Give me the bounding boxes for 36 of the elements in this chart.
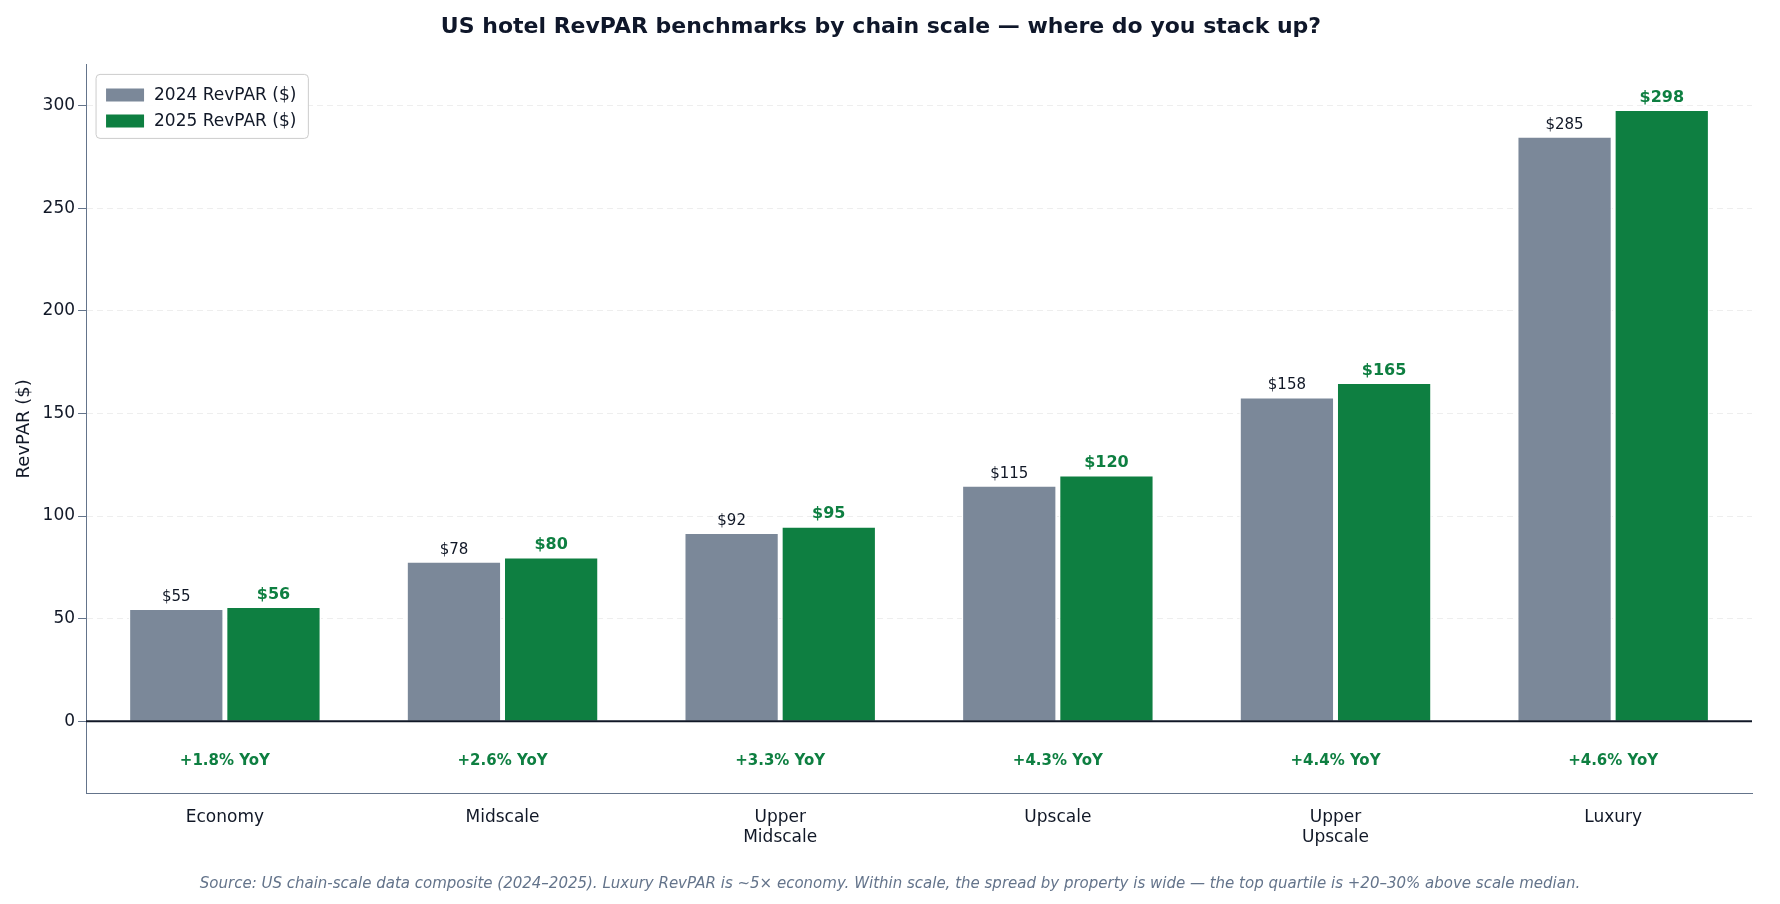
data-label: $78 bbox=[439, 539, 469, 558]
source-note: Source: US chain-scale data composite (2024–2025). Luxury RevPAR is ~5× economy. Within scale, the spread by property is wide — the top quartile is +20–30% above scale median. bbox=[199, 874, 1581, 893]
annotation: +4.4% YoY bbox=[1290, 751, 1382, 770]
legend-label: 2024 RevPAR ($) bbox=[154, 83, 297, 104]
annotation: +1.8% YoY bbox=[179, 751, 272, 770]
data-label: $285 bbox=[1545, 114, 1584, 133]
y-tick-label: 250 bbox=[42, 196, 76, 217]
x-tick-label: Luxury bbox=[1584, 805, 1643, 826]
data-label: $115 bbox=[990, 463, 1029, 482]
y-tick-label: 150 bbox=[42, 401, 76, 422]
data-label: $95 bbox=[812, 503, 846, 523]
y-tick-label: 300 bbox=[42, 93, 76, 114]
data-label: $165 bbox=[1361, 359, 1407, 379]
data-label: $298 bbox=[1639, 86, 1685, 106]
data-label: $120 bbox=[1084, 452, 1129, 472]
y-axis-title: RevPAR ($) bbox=[12, 379, 34, 479]
x-tick-label: Upscale bbox=[1024, 805, 1092, 826]
chart-title: US hotel RevPAR benchmarks by chain scale — where do you stack up? bbox=[440, 12, 1322, 38]
y-tick-label: 200 bbox=[42, 299, 76, 320]
annotation: +4.3% YoY bbox=[1012, 751, 1105, 770]
annotation: +2.6% YoY bbox=[457, 751, 549, 770]
x-tick-label: Midscale bbox=[465, 805, 540, 826]
legend-label: 2025 RevPAR ($) bbox=[154, 109, 297, 130]
data-label: $80 bbox=[534, 534, 568, 554]
data-label: $158 bbox=[1267, 375, 1307, 394]
data-label: $56 bbox=[256, 583, 291, 603]
y-tick-label: 50 bbox=[53, 607, 76, 628]
x-tick-label: Upper Upscale bbox=[1301, 805, 1370, 847]
x-tick-label: Upper Midscale bbox=[743, 805, 818, 847]
annotation: +3.3% YoY bbox=[735, 751, 827, 770]
y-tick-label: 0 bbox=[64, 709, 76, 730]
data-label: $92 bbox=[717, 510, 746, 529]
data-label: $55 bbox=[161, 586, 191, 605]
x-tick-label: Economy bbox=[185, 805, 265, 826]
y-tick-label: 100 bbox=[42, 504, 76, 525]
annotation: +4.6% YoY bbox=[1568, 751, 1660, 770]
